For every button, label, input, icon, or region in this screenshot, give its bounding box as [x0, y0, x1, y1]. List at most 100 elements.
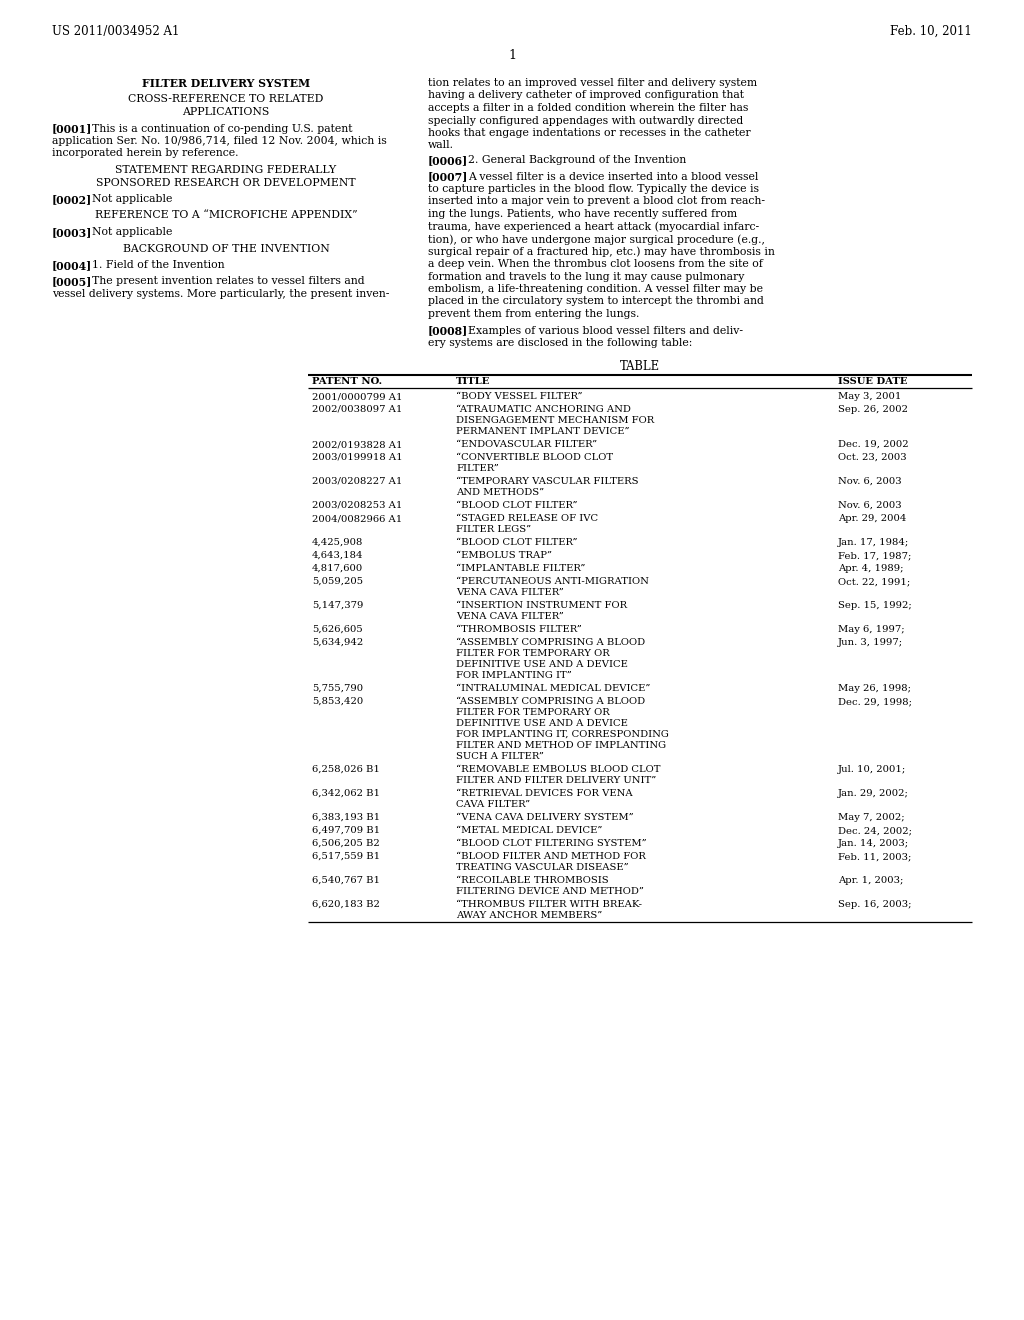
Text: incorporated herein by reference.: incorporated herein by reference.: [52, 149, 239, 158]
Text: 2. General Background of the Invention: 2. General Background of the Invention: [468, 154, 686, 165]
Text: 6,517,559 B1: 6,517,559 B1: [312, 851, 380, 861]
Text: Not applicable: Not applicable: [92, 227, 172, 238]
Text: Examples of various blood vessel filters and deliv-: Examples of various blood vessel filters…: [468, 326, 743, 335]
Text: specially configured appendages with outwardly directed: specially configured appendages with out…: [428, 116, 743, 125]
Text: having a delivery catheter of improved configuration that: having a delivery catheter of improved c…: [428, 91, 744, 100]
Text: Dec. 19, 2002: Dec. 19, 2002: [838, 440, 908, 449]
Text: 1. Field of the Invention: 1. Field of the Invention: [92, 260, 224, 271]
Text: FILTER AND FILTER DELIVERY UNIT”: FILTER AND FILTER DELIVERY UNIT”: [456, 776, 656, 785]
Text: to capture particles in the blood flow. Typically the device is: to capture particles in the blood flow. …: [428, 183, 759, 194]
Text: [0007]: [0007]: [428, 172, 468, 182]
Text: [0004]: [0004]: [52, 260, 92, 271]
Text: FILTERING DEVICE AND METHOD”: FILTERING DEVICE AND METHOD”: [456, 887, 644, 896]
Text: Nov. 6, 2003: Nov. 6, 2003: [838, 502, 901, 510]
Text: 2003/0208227 A1: 2003/0208227 A1: [312, 477, 402, 486]
Text: May 3, 2001: May 3, 2001: [838, 392, 901, 401]
Text: “INSERTION INSTRUMENT FOR: “INSERTION INSTRUMENT FOR: [456, 601, 627, 610]
Text: “BLOOD FILTER AND METHOD FOR: “BLOOD FILTER AND METHOD FOR: [456, 851, 646, 861]
Text: SPONSORED RESEARCH OR DEVELOPMENT: SPONSORED RESEARCH OR DEVELOPMENT: [96, 177, 355, 187]
Text: “THROMBOSIS FILTER”: “THROMBOSIS FILTER”: [456, 624, 582, 634]
Text: TREATING VASCULAR DISEASE”: TREATING VASCULAR DISEASE”: [456, 863, 629, 873]
Text: “VENA CAVA DELIVERY SYSTEM”: “VENA CAVA DELIVERY SYSTEM”: [456, 813, 634, 822]
Text: FOR IMPLANTING IT, CORRESPONDING: FOR IMPLANTING IT, CORRESPONDING: [456, 730, 669, 739]
Text: May 6, 1997;: May 6, 1997;: [838, 624, 904, 634]
Text: “REMOVABLE EMBOLUS BLOOD CLOT: “REMOVABLE EMBOLUS BLOOD CLOT: [456, 766, 660, 774]
Text: Sep. 16, 2003;: Sep. 16, 2003;: [838, 900, 911, 909]
Text: Oct. 23, 2003: Oct. 23, 2003: [838, 453, 906, 462]
Text: tion), or who have undergone major surgical procedure (e.g.,: tion), or who have undergone major surgi…: [428, 234, 765, 244]
Text: 2002/0193828 A1: 2002/0193828 A1: [312, 440, 402, 449]
Text: vessel delivery systems. More particularly, the present inven-: vessel delivery systems. More particular…: [52, 289, 389, 300]
Text: “RECOILABLE THROMBOSIS: “RECOILABLE THROMBOSIS: [456, 876, 608, 884]
Text: 4,643,184: 4,643,184: [312, 550, 364, 560]
Text: “ENDOVASCULAR FILTER”: “ENDOVASCULAR FILTER”: [456, 440, 597, 449]
Text: hooks that engage indentations or recesses in the catheter: hooks that engage indentations or recess…: [428, 128, 751, 139]
Text: 4,817,600: 4,817,600: [312, 564, 364, 573]
Text: US 2011/0034952 A1: US 2011/0034952 A1: [52, 25, 179, 38]
Text: PATENT NO.: PATENT NO.: [312, 378, 382, 385]
Text: 4,425,908: 4,425,908: [312, 539, 364, 546]
Text: trauma, have experienced a heart attack (myocardial infarc-: trauma, have experienced a heart attack …: [428, 222, 759, 232]
Text: surgical repair of a fractured hip, etc.) may have thrombosis in: surgical repair of a fractured hip, etc.…: [428, 247, 775, 257]
Text: “BLOOD CLOT FILTER”: “BLOOD CLOT FILTER”: [456, 539, 578, 546]
Text: [0002]: [0002]: [52, 194, 92, 205]
Text: Apr. 1, 2003;: Apr. 1, 2003;: [838, 876, 903, 884]
Text: VENA CAVA FILTER”: VENA CAVA FILTER”: [456, 587, 564, 597]
Text: 5,634,942: 5,634,942: [312, 638, 364, 647]
Text: Sep. 26, 2002: Sep. 26, 2002: [838, 405, 908, 414]
Text: “IMPLANTABLE FILTER”: “IMPLANTABLE FILTER”: [456, 564, 586, 573]
Text: Dec. 29, 1998;: Dec. 29, 1998;: [838, 697, 912, 706]
Text: inserted into a major vein to prevent a blood clot from reach-: inserted into a major vein to prevent a …: [428, 197, 765, 206]
Text: [0006]: [0006]: [428, 154, 468, 166]
Text: CROSS-REFERENCE TO RELATED: CROSS-REFERENCE TO RELATED: [128, 95, 324, 104]
Text: Jun. 3, 1997;: Jun. 3, 1997;: [838, 638, 903, 647]
Text: 6,620,183 B2: 6,620,183 B2: [312, 900, 380, 909]
Text: “PERCUTANEOUS ANTI-MIGRATION: “PERCUTANEOUS ANTI-MIGRATION: [456, 577, 649, 586]
Text: DISENGAGEMENT MECHANISM FOR: DISENGAGEMENT MECHANISM FOR: [456, 416, 654, 425]
Text: FOR IMPLANTING IT”: FOR IMPLANTING IT”: [456, 671, 571, 680]
Text: Apr. 29, 2004: Apr. 29, 2004: [838, 513, 906, 523]
Text: 6,506,205 B2: 6,506,205 B2: [312, 840, 380, 847]
Text: [0005]: [0005]: [52, 276, 92, 288]
Text: Sep. 15, 1992;: Sep. 15, 1992;: [838, 601, 911, 610]
Text: CAVA FILTER”: CAVA FILTER”: [456, 800, 530, 809]
Text: Not applicable: Not applicable: [92, 194, 172, 205]
Text: “CONVERTIBLE BLOOD CLOT: “CONVERTIBLE BLOOD CLOT: [456, 453, 613, 462]
Text: [0003]: [0003]: [52, 227, 92, 238]
Text: “ASSEMBLY COMPRISING A BLOOD: “ASSEMBLY COMPRISING A BLOOD: [456, 638, 645, 647]
Text: PERMANENT IMPLANT DEVICE”: PERMANENT IMPLANT DEVICE”: [456, 426, 630, 436]
Text: “RETRIEVAL DEVICES FOR VENA: “RETRIEVAL DEVICES FOR VENA: [456, 789, 633, 799]
Text: “ASSEMBLY COMPRISING A BLOOD: “ASSEMBLY COMPRISING A BLOOD: [456, 697, 645, 706]
Text: 6,383,193 B1: 6,383,193 B1: [312, 813, 380, 822]
Text: FILTER FOR TEMPORARY OR: FILTER FOR TEMPORARY OR: [456, 649, 609, 657]
Text: Feb. 11, 2003;: Feb. 11, 2003;: [838, 851, 911, 861]
Text: Feb. 10, 2011: Feb. 10, 2011: [890, 25, 972, 38]
Text: DEFINITIVE USE AND A DEVICE: DEFINITIVE USE AND A DEVICE: [456, 660, 628, 669]
Text: TABLE: TABLE: [620, 360, 660, 374]
Text: ISSUE DATE: ISSUE DATE: [838, 378, 907, 385]
Text: [0008]: [0008]: [428, 326, 468, 337]
Text: 5,626,605: 5,626,605: [312, 624, 362, 634]
Text: DEFINITIVE USE AND A DEVICE: DEFINITIVE USE AND A DEVICE: [456, 719, 628, 729]
Text: placed in the circulatory system to intercept the thrombi and: placed in the circulatory system to inte…: [428, 297, 764, 306]
Text: 2004/0082966 A1: 2004/0082966 A1: [312, 513, 402, 523]
Text: embolism, a life-threatening condition. A vessel filter may be: embolism, a life-threatening condition. …: [428, 284, 763, 294]
Text: 2003/0208253 A1: 2003/0208253 A1: [312, 502, 402, 510]
Text: TITLE: TITLE: [456, 378, 490, 385]
Text: 2001/0000799 A1: 2001/0000799 A1: [312, 392, 402, 401]
Text: “TEMPORARY VASCULAR FILTERS: “TEMPORARY VASCULAR FILTERS: [456, 477, 639, 486]
Text: [0001]: [0001]: [52, 124, 92, 135]
Text: May 7, 2002;: May 7, 2002;: [838, 813, 904, 822]
Text: 5,853,420: 5,853,420: [312, 697, 364, 706]
Text: 1: 1: [508, 49, 516, 62]
Text: FILTER”: FILTER”: [456, 465, 499, 473]
Text: Nov. 6, 2003: Nov. 6, 2003: [838, 477, 901, 486]
Text: 6,540,767 B1: 6,540,767 B1: [312, 876, 380, 884]
Text: 5,059,205: 5,059,205: [312, 577, 364, 586]
Text: Oct. 22, 1991;: Oct. 22, 1991;: [838, 577, 910, 586]
Text: “BLOOD CLOT FILTERING SYSTEM”: “BLOOD CLOT FILTERING SYSTEM”: [456, 840, 646, 847]
Text: AWAY ANCHOR MEMBERS”: AWAY ANCHOR MEMBERS”: [456, 911, 602, 920]
Text: formation and travels to the lung it may cause pulmonary: formation and travels to the lung it may…: [428, 272, 744, 281]
Text: ing the lungs. Patients, who have recently suffered from: ing the lungs. Patients, who have recent…: [428, 209, 737, 219]
Text: 5,755,790: 5,755,790: [312, 684, 364, 693]
